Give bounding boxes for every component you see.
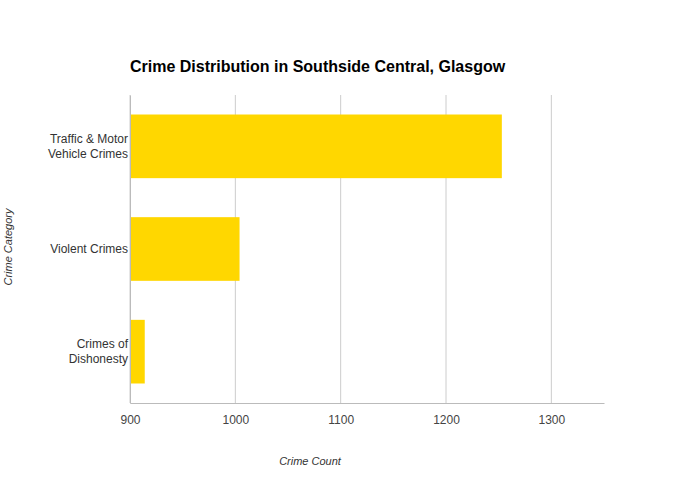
y-tick: Traffic & MotorVehicle Crimes [48,132,130,161]
chart-title: Crime Distribution in Southside Central,… [130,58,506,75]
y-tick-label-line: Vehicle Crimes [48,147,128,161]
grid [130,95,551,403]
x-axis-line [131,403,605,404]
y-tick: Crimes ofDishonesty [69,337,130,366]
x-tick-label: 1000 [222,413,249,427]
y-axis-title: Crime Category [2,207,14,286]
y-tick-label: Crimes ofDishonesty [69,337,129,366]
y-tick-label-line: Traffic & Motor [50,132,128,146]
y-tick-label: Violent Crimes [50,242,128,256]
bar [130,320,145,384]
y-tick-label-line: Dishonesty [69,352,128,366]
x-tick-label: 1300 [538,413,565,427]
grid-line [551,95,552,403]
x-tick: 1200 [433,403,460,427]
y-tick-label: Traffic & MotorVehicle Crimes [48,132,128,161]
y-axis: Traffic & MotorVehicle Crimes Violent Cri… [48,96,131,404]
x-tick: 1300 [538,403,565,427]
bar [130,115,502,179]
x-tick: 900 [120,403,140,427]
bar [130,217,240,281]
x-tick: 1100 [328,403,354,427]
y-tick-label-line: Violent Crimes [50,242,128,256]
x-tick-label: 900 [120,413,140,427]
y-tick-label-line: Crimes of [77,337,129,351]
x-tick: 1000 [222,403,249,427]
chart-container: 900 1000 1100 1200 1300 Traffic & MotorVehicl… [0,0,680,500]
y-axis-line [130,96,131,404]
chart-svg: 900 1000 1100 1200 1300 Traffic & MotorVehicl… [0,0,680,500]
x-axis: 900 1000 1100 1200 1300 [120,403,604,427]
y-tick: Violent Crimes [50,242,130,256]
x-axis-title: Crime Count [279,455,342,467]
grid-line [130,95,131,403]
x-tick-label: 1100 [328,413,354,427]
bars [130,115,502,384]
x-tick-label: 1200 [433,413,460,427]
plot-area: 900 1000 1100 1200 1300 Traffic & MotorVehicl… [48,95,605,427]
